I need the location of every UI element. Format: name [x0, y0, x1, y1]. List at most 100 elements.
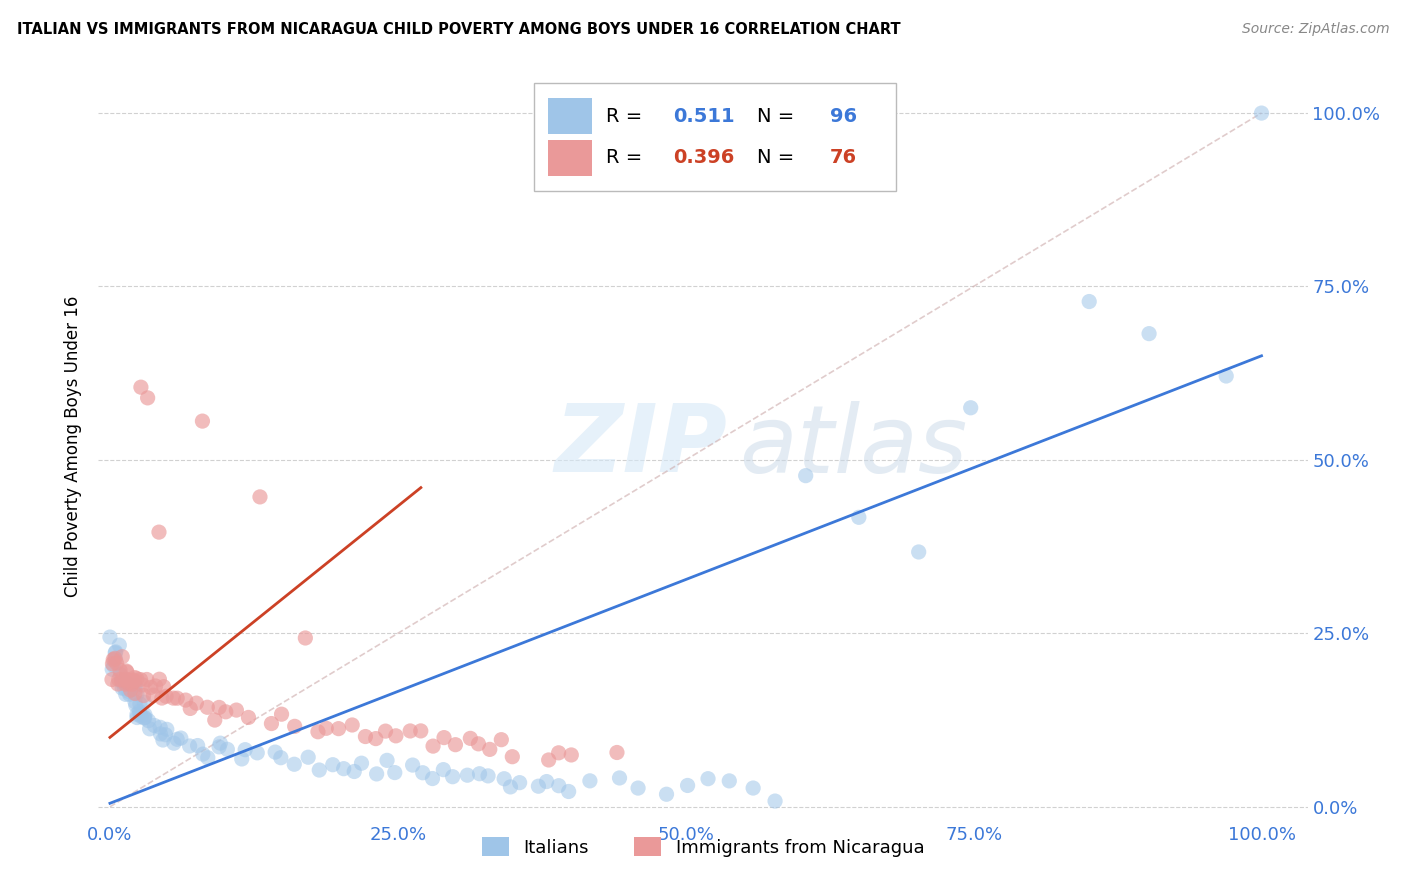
Point [145, 679, 167, 693]
Point [547, 746, 569, 760]
Point [231, 752, 253, 766]
Point [104, 645, 127, 659]
FancyBboxPatch shape [548, 139, 592, 176]
Point [477, 769, 499, 783]
Text: 0.511: 0.511 [672, 107, 734, 126]
Text: 0.396: 0.396 [672, 148, 734, 167]
Point [233, 742, 256, 756]
Point [134, 710, 156, 724]
Point [384, 765, 406, 780]
Point [166, 691, 188, 706]
Point [134, 707, 156, 722]
Point [478, 742, 501, 756]
Point [148, 672, 170, 686]
Point [322, 757, 344, 772]
Point [385, 729, 408, 743]
Point [509, 775, 531, 789]
Point [170, 731, 193, 745]
Point [308, 763, 330, 777]
Point [150, 691, 173, 706]
Point [374, 724, 396, 739]
Point [742, 780, 765, 795]
Point [491, 732, 513, 747]
Point [536, 774, 558, 789]
Point [794, 468, 817, 483]
Point [122, 673, 145, 688]
Point [104, 651, 127, 665]
Point [125, 710, 148, 724]
Point [129, 673, 152, 687]
Point [718, 773, 741, 788]
Y-axis label: Child Poverty Among Boys Under 16: Child Poverty Among Boys Under 16 [65, 295, 83, 597]
Point [627, 780, 650, 795]
Point [350, 756, 373, 771]
Point [399, 723, 422, 738]
Point [433, 731, 456, 745]
Point [104, 652, 127, 666]
Point [117, 684, 139, 698]
FancyBboxPatch shape [548, 98, 592, 135]
Point [606, 746, 628, 760]
Point [246, 746, 269, 760]
Point [124, 686, 146, 700]
Point [135, 673, 157, 687]
Point [195, 700, 218, 714]
Point [215, 705, 238, 719]
Point [143, 718, 166, 732]
Point [124, 678, 146, 692]
Point [174, 693, 197, 707]
Point [238, 710, 260, 724]
Point [152, 733, 174, 747]
Point [120, 683, 142, 698]
Point [162, 691, 184, 706]
Point [101, 657, 124, 671]
Text: R =: R = [606, 107, 648, 126]
Point [208, 700, 231, 714]
Point [110, 668, 132, 682]
Point [197, 750, 219, 764]
Point [115, 664, 138, 678]
Point [134, 711, 156, 725]
Point [148, 525, 170, 540]
Point [112, 675, 135, 690]
Point [460, 731, 482, 746]
Point [111, 674, 134, 689]
Point [557, 784, 579, 798]
Point [444, 738, 467, 752]
Point [249, 490, 271, 504]
Point [117, 673, 139, 688]
Point [412, 765, 434, 780]
Point [284, 719, 307, 733]
Point [107, 677, 129, 691]
Point [101, 673, 124, 687]
Point [217, 742, 239, 756]
Point [364, 731, 387, 746]
Point [115, 665, 138, 679]
Point [125, 707, 148, 722]
Point [676, 779, 699, 793]
Point [283, 757, 305, 772]
Point [149, 720, 172, 734]
Text: 76: 76 [830, 148, 858, 167]
Point [494, 772, 516, 786]
Point [422, 739, 444, 753]
Text: N =: N = [758, 107, 801, 126]
Point [98, 630, 121, 644]
Point [128, 697, 150, 711]
Point [527, 779, 550, 793]
Point [697, 772, 720, 786]
Point [204, 713, 226, 727]
Point [340, 718, 363, 732]
Text: N =: N = [758, 148, 801, 167]
Text: ITALIAN VS IMMIGRANTS FROM NICARAGUA CHILD POVERTY AMONG BOYS UNDER 16 CORRELATI: ITALIAN VS IMMIGRANTS FROM NICARAGUA CHI… [17, 22, 900, 37]
Point [103, 658, 125, 673]
Point [468, 766, 491, 780]
Point [121, 677, 143, 691]
Point [208, 739, 231, 754]
Point [156, 723, 179, 737]
Point [332, 762, 354, 776]
Point [579, 773, 602, 788]
Point [129, 706, 152, 721]
Point [131, 709, 153, 723]
Point [136, 391, 159, 405]
